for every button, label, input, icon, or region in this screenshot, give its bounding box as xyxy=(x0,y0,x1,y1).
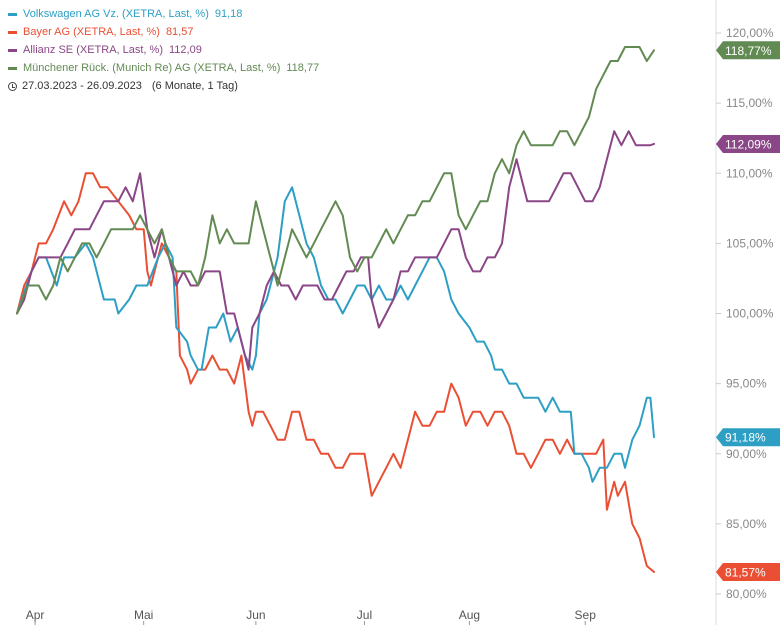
legend: Volkswagen AG Vz. (XETRA, Last, %) 91,18… xyxy=(8,5,319,95)
date-range-row: 27.03.2023 - 26.09.2023 (6 Monate, 1 Tag… xyxy=(8,77,319,95)
legend-value-volkswagen: 91,18 xyxy=(214,8,243,20)
last-value-label-volkswagen-ag-vz: 91,18% xyxy=(716,428,780,447)
y-tick-label: 90,00% xyxy=(726,447,767,461)
legend-value-munich-re: 118,77 xyxy=(286,62,320,74)
y-axis: 120,00% 115,00% 110,00% 105,00% 100,00% 95,00… xyxy=(716,26,774,601)
legend-value-allianz: 112,09 xyxy=(169,44,202,56)
clock-icon xyxy=(8,81,17,91)
y-tick-label: 95,00% xyxy=(726,377,767,391)
legend-item-allianz[interactable]: Allianz SE (XETRA, Last, %) 112,09 xyxy=(8,41,319,59)
series-line-allianz-se xyxy=(16,130,655,371)
date-range-note: (6 Monate, 1 Tag) xyxy=(151,80,238,92)
legend-swatch-munich-re xyxy=(8,66,17,70)
legend-item-munich-re[interactable]: Münchener Rück. (Munich Re) AG (XETRA, L… xyxy=(8,59,319,77)
y-tick-label: 115,00% xyxy=(726,96,773,110)
legend-label-bayer: Bayer AG (XETRA, Last, %) xyxy=(23,26,160,38)
x-tick-label: Apr xyxy=(26,608,45,622)
series-line-volkswagen-ag-vz xyxy=(16,186,655,483)
x-tick-label: Sep xyxy=(575,608,597,622)
last-value-tag xyxy=(716,134,780,153)
last-value-text: 81,57% xyxy=(725,565,766,579)
legend-swatch-bayer xyxy=(8,30,17,34)
last-value-text: 118,77% xyxy=(725,44,772,58)
legend-label-munich-re: Münchener Rück. (Munich Re) AG (XETRA, L… xyxy=(23,62,281,74)
last-value-tag xyxy=(716,41,780,60)
legend-label-volkswagen: Volkswagen AG Vz. (XETRA, Last, %) xyxy=(23,8,209,20)
last-value-label-allianz-se: 112,09% xyxy=(716,134,780,153)
last-value-labels: 91,18% 81,57% 112,09% 118,77% xyxy=(716,41,780,581)
date-range: 27.03.2023 - 26.09.2023 xyxy=(22,80,142,92)
last-value-label-bayer-ag: 81,57% xyxy=(716,562,780,581)
y-tick-label: 120,00% xyxy=(726,26,774,40)
x-tick-label: Jun xyxy=(246,608,265,622)
series-layer xyxy=(16,46,655,573)
x-tick-label: Jul xyxy=(357,608,372,622)
legend-item-bayer[interactable]: Bayer AG (XETRA, Last, %) 81,57 xyxy=(8,23,319,41)
last-value-text: 112,09% xyxy=(725,137,772,151)
y-tick-label: 80,00% xyxy=(726,587,767,601)
x-tick-label: Aug xyxy=(459,608,480,622)
x-tick-label: Mai xyxy=(134,608,153,622)
y-tick-label: 105,00% xyxy=(726,236,774,250)
last-value-text: 91,18% xyxy=(725,431,766,445)
legend-swatch-allianz xyxy=(8,48,17,52)
x-axis: Apr Mai Jun Jul Aug Sep xyxy=(26,608,596,625)
legend-value-bayer: 81,57 xyxy=(165,26,194,38)
y-tick-label: 110,00% xyxy=(726,166,773,180)
last-value-tag xyxy=(716,562,780,581)
legend-swatch-volkswagen xyxy=(8,12,17,16)
legend-label-allianz: Allianz SE (XETRA, Last, %) xyxy=(23,44,163,56)
legend-item-volkswagen[interactable]: Volkswagen AG Vz. (XETRA, Last, %) 91,18 xyxy=(8,5,319,23)
series-line-bayer-ag xyxy=(16,172,655,573)
last-value-tag xyxy=(716,428,780,447)
last-value-label-m-nchener-r-ck: 118,77% xyxy=(716,41,780,60)
y-tick-label: 85,00% xyxy=(726,517,767,531)
y-tick-label: 100,00% xyxy=(726,307,774,321)
series-line-m-nchener-r-ck xyxy=(16,46,655,315)
